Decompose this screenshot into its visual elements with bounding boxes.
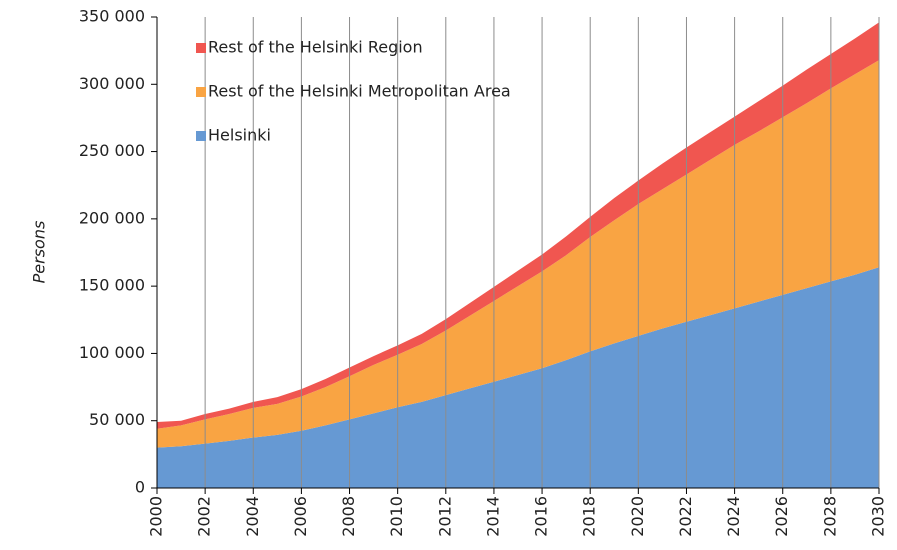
x-tick-label: 2004: [243, 496, 262, 537]
y-tick-label: 200 000: [79, 208, 145, 227]
legend-label: Helsinki: [208, 126, 271, 145]
legend-swatch: [196, 131, 206, 141]
x-tick-label: 2026: [772, 496, 791, 537]
legend-swatch: [196, 43, 206, 53]
x-tick-label: 2000: [147, 496, 166, 537]
x-tick-label: 2008: [339, 496, 358, 537]
x-tick-label: 2014: [483, 496, 502, 537]
x-tick-label: 2010: [387, 496, 406, 537]
x-tick-label: 2016: [532, 496, 551, 537]
x-tick-label: 2012: [435, 496, 454, 537]
legend-swatch: [196, 87, 206, 97]
x-tick-label: 2018: [580, 496, 599, 537]
area: [157, 267, 879, 488]
y-tick-label: 150 000: [79, 276, 145, 295]
legend-label: Rest of the Helsinki Metropolitan Area: [208, 82, 511, 101]
y-tick-label: 100 000: [79, 343, 145, 362]
legend-label: Rest of the Helsinki Region: [208, 38, 423, 57]
x-tick-label: 2002: [195, 496, 214, 537]
x-tick-label: 2006: [291, 496, 310, 537]
y-tick-label: 50 000: [89, 410, 145, 429]
y-tick-label: 350 000: [79, 7, 145, 26]
x-tick-label: 2020: [628, 496, 647, 537]
y-tick-label: 0: [135, 478, 145, 497]
x-tick-label: 2030: [869, 496, 888, 537]
y-tick-label: 250 000: [79, 141, 145, 160]
x-tick-label: 2024: [724, 496, 743, 537]
y-axis-label: Persons: [30, 221, 49, 284]
x-tick-label: 2022: [676, 496, 695, 537]
x-tick-label: 2028: [820, 496, 839, 537]
y-tick-label: 300 000: [79, 74, 145, 93]
